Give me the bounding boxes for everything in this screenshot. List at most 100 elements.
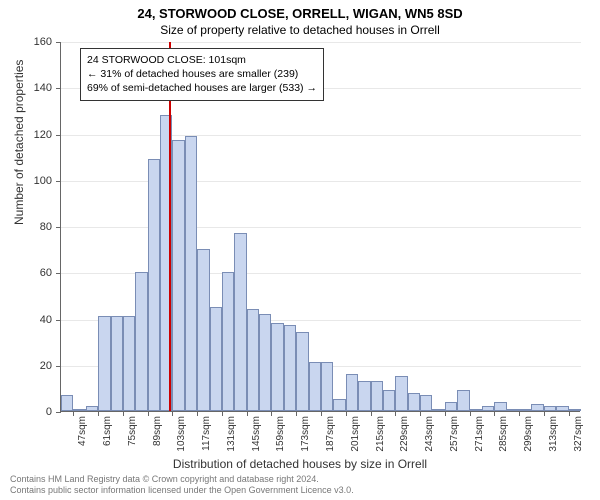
y-tick [56,320,61,321]
x-tick-label: 201sqm [350,416,361,452]
x-tick [371,411,372,416]
histogram-chart: 47sqm61sqm75sqm89sqm103sqm117sqm131sqm14… [60,42,580,412]
histogram-bar [445,402,457,411]
x-tick [222,411,223,416]
x-tick [247,411,248,416]
histogram-bar [371,381,383,411]
histogram-bar [395,376,407,411]
x-tick [73,411,74,416]
x-tick-label: 131sqm [226,416,237,452]
histogram-bar [457,390,469,411]
histogram-bar [271,323,283,411]
x-tick-label: 257sqm [449,416,460,452]
x-tick-label: 271sqm [474,416,485,452]
histogram-bar [123,316,135,411]
gridline [61,135,581,136]
histogram-bar [470,409,482,411]
y-tick-label: 0 [0,406,52,418]
x-tick-label: 75sqm [127,416,138,446]
page-title: 24, STORWOOD CLOSE, ORRELL, WIGAN, WN5 8… [0,0,600,21]
y-tick-label: 80 [0,221,52,233]
x-tick [395,411,396,416]
histogram-bar [172,140,184,411]
x-tick-label: 103sqm [176,416,187,452]
y-tick-label: 20 [0,360,52,372]
x-tick-label: 47sqm [77,416,88,446]
x-tick [346,411,347,416]
histogram-bar [234,233,246,411]
x-tick [420,411,421,416]
x-tick [494,411,495,416]
x-tick-label: 313sqm [548,416,559,452]
histogram-bar [98,316,110,411]
histogram-bar [259,314,271,411]
x-tick-label: 89sqm [152,416,163,446]
histogram-bar [494,402,506,411]
footer-credits: Contains HM Land Registry data © Crown c… [10,474,354,497]
histogram-bar [148,159,160,411]
y-tick [56,88,61,89]
histogram-bar [569,409,581,411]
histogram-bar [185,136,197,411]
histogram-bar [432,409,444,411]
y-tick [56,42,61,43]
histogram-bar [111,316,123,411]
histogram-bar [408,393,420,412]
x-tick [197,411,198,416]
x-tick-label: 285sqm [498,416,509,452]
y-tick-label: 160 [0,36,52,48]
x-tick-label: 327sqm [573,416,584,452]
histogram-bar [309,362,321,411]
y-tick-label: 120 [0,129,52,141]
histogram-bar [222,272,234,411]
x-tick [445,411,446,416]
histogram-bar [73,409,85,411]
histogram-bar [482,406,494,411]
histogram-bar [531,404,543,411]
x-tick [296,411,297,416]
y-tick [56,366,61,367]
x-tick-label: 215sqm [375,416,386,452]
gridline [61,42,581,43]
histogram-bar [135,272,147,411]
x-axis-label: Distribution of detached houses by size … [0,457,600,471]
x-tick [569,411,570,416]
histogram-bar [333,399,345,411]
histogram-bar [346,374,358,411]
y-tick-label: 40 [0,314,52,326]
x-tick-label: 145sqm [251,416,262,452]
y-tick [56,181,61,182]
y-tick-label: 60 [0,267,52,279]
x-tick [98,411,99,416]
histogram-bar [321,362,333,411]
histogram-bar [383,390,395,411]
gridline [61,227,581,228]
x-tick-label: 187sqm [325,416,336,452]
histogram-bar [544,406,556,411]
y-tick [56,412,61,413]
histogram-bar [358,381,370,411]
x-tick-label: 243sqm [424,416,435,452]
y-tick-label: 140 [0,82,52,94]
footer-line: Contains HM Land Registry data © Crown c… [10,474,354,485]
x-tick [271,411,272,416]
y-tick-label: 100 [0,175,52,187]
x-tick [123,411,124,416]
x-tick [470,411,471,416]
histogram-bar [296,332,308,411]
histogram-bar [210,307,222,411]
y-tick [56,273,61,274]
histogram-bar [284,325,296,411]
histogram-bar [507,409,519,411]
x-tick [321,411,322,416]
histogram-bar [61,395,73,411]
histogram-bar [247,309,259,411]
gridline [61,181,581,182]
x-tick [519,411,520,416]
annotation-line: ← 31% of detached houses are smaller (23… [87,67,317,81]
x-tick-label: 117sqm [201,416,212,451]
y-tick [56,135,61,136]
annotation-box: 24 STORWOOD CLOSE: 101sqm ← 31% of detac… [80,48,324,101]
histogram-bar [519,409,531,411]
y-tick [56,227,61,228]
